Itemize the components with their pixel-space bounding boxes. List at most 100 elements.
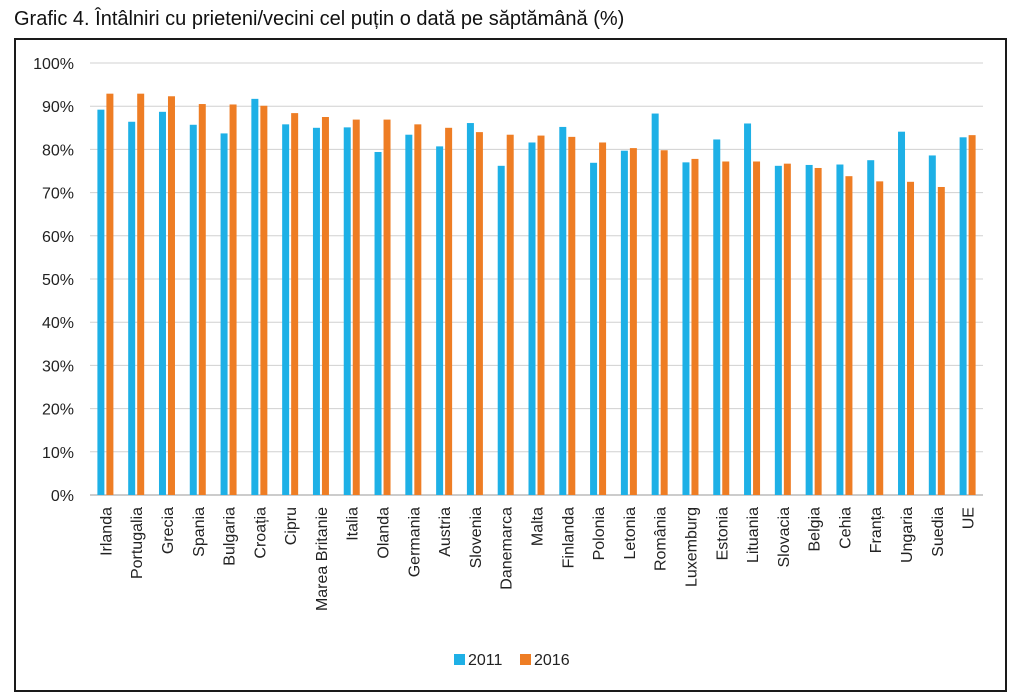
bar-2011 <box>590 162 598 496</box>
bar-2016 <box>229 104 237 496</box>
bar-2016 <box>845 176 853 495</box>
y-tick-label: 20% <box>42 402 74 419</box>
x-tick-label: Belgia <box>807 507 824 552</box>
bar-2011 <box>651 113 659 495</box>
bar-2011 <box>220 133 228 495</box>
x-tick-label: Croația <box>252 507 269 559</box>
y-tick-label: 80% <box>42 142 74 159</box>
bar-2016 <box>599 142 607 495</box>
bar-2011 <box>836 164 844 495</box>
bar-2011 <box>867 160 875 495</box>
x-tick-label: Ungaria <box>899 507 916 563</box>
x-tick-label: Suedia <box>930 507 947 557</box>
bar-2011 <box>436 146 444 495</box>
bar-2011 <box>128 121 136 495</box>
x-tick-label: Cehia <box>837 507 854 549</box>
bar-2016 <box>660 150 668 495</box>
bar-2016 <box>783 163 791 495</box>
legend-label: 2011 <box>468 652 503 669</box>
bar-2016 <box>414 124 422 496</box>
y-tick-label: 60% <box>42 229 74 246</box>
bar-2011 <box>374 151 382 495</box>
bar-2011 <box>959 137 967 495</box>
bar-2016 <box>506 134 514 495</box>
bar-2011 <box>774 165 782 496</box>
y-tick-label: 0% <box>51 488 74 505</box>
bar-2011 <box>682 162 690 496</box>
x-tick-label: Germania <box>406 507 423 577</box>
bar-2016 <box>106 93 114 495</box>
bar-2011 <box>928 155 936 495</box>
x-tick-label: Danemarca <box>499 507 516 590</box>
bar-2016 <box>968 135 976 496</box>
bar-2016 <box>383 119 391 495</box>
chart-frame <box>14 38 1007 692</box>
x-tick-label: România <box>653 507 670 571</box>
bar-2016 <box>352 119 360 495</box>
bar-2016 <box>753 161 761 495</box>
bar-2011 <box>282 124 290 496</box>
legend-swatch-2011 <box>454 654 465 665</box>
y-tick-label: 70% <box>42 186 74 203</box>
bar-2016 <box>537 135 545 496</box>
bar-2011 <box>405 134 413 495</box>
chart-title: Grafic 4. Întâlniri cu prieteni/vecini c… <box>14 8 625 30</box>
bar-2016 <box>198 104 206 495</box>
bar-2016 <box>475 132 483 495</box>
x-tick-label: Spania <box>191 507 208 557</box>
bar-2011 <box>805 164 813 495</box>
y-tick-label: 100% <box>33 56 74 73</box>
x-tick-label: Lituania <box>745 507 762 563</box>
bar-2016 <box>260 105 268 495</box>
bar-2016 <box>814 167 822 495</box>
x-tick-label: Irlanda <box>98 507 115 556</box>
bar-2011 <box>466 123 474 495</box>
y-tick-label: 50% <box>42 272 74 289</box>
bar-2011 <box>343 127 351 496</box>
x-tick-label: UE <box>961 507 978 529</box>
x-tick-label: Polonia <box>591 507 608 560</box>
x-tick-label: Malta <box>530 507 547 546</box>
bar-2011 <box>898 131 906 496</box>
bar-2016 <box>321 117 329 495</box>
bar-2016 <box>291 113 299 495</box>
y-tick-label: 10% <box>42 445 74 462</box>
x-tick-label: Austria <box>437 507 454 557</box>
x-tick-label: Letonia <box>622 507 639 560</box>
bar-2011 <box>189 124 197 495</box>
bar-2011 <box>620 150 628 496</box>
x-tick-label: Cipru <box>283 507 300 545</box>
bar-2011 <box>713 139 721 496</box>
y-tick-label: 40% <box>42 315 74 332</box>
bar-2016 <box>876 181 884 496</box>
x-tick-label: Estonia <box>714 507 731 560</box>
bar-2016 <box>167 96 175 495</box>
bar-2011 <box>97 109 105 495</box>
bar-2011 <box>744 123 752 495</box>
bar-2011 <box>251 98 259 495</box>
bar-2011 <box>312 127 320 496</box>
bar-2011 <box>559 126 567 495</box>
bar-2011 <box>528 142 536 495</box>
bar-2016 <box>568 136 576 495</box>
x-tick-label: Franța <box>868 507 885 553</box>
bar-2016 <box>907 181 915 496</box>
x-tick-label: Olanda <box>376 507 393 559</box>
bar-2016 <box>137 93 145 495</box>
x-tick-label: Marea Britanie <box>314 507 331 611</box>
bar-2016 <box>445 127 453 496</box>
legend-label: 2016 <box>534 652 570 669</box>
x-tick-label: Grecia <box>160 507 177 554</box>
legend-swatch-2016 <box>520 654 531 665</box>
bar-2016 <box>937 186 945 495</box>
x-tick-label: Italia <box>345 507 362 541</box>
bar-2016 <box>691 158 699 496</box>
x-tick-label: Slovacia <box>776 507 793 568</box>
bar-2011 <box>158 111 166 495</box>
bar-2016 <box>722 161 730 495</box>
x-tick-label: Finlanda <box>560 507 577 568</box>
y-tick-label: 30% <box>42 358 74 375</box>
x-tick-label: Bulgaria <box>222 507 239 566</box>
x-tick-label: Portugalia <box>129 507 146 579</box>
